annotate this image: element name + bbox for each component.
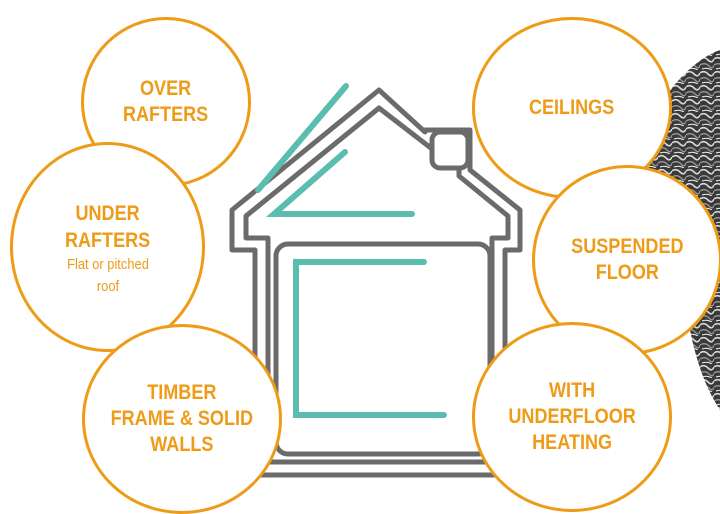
ceilings-label: CEILINGS	[529, 95, 615, 119]
under-rafters-note: Flat or pitched roof	[66, 255, 149, 296]
suspended-floor-label: SUSPENDED FLOOR	[570, 234, 684, 284]
underfloor-heating-bubble: WITH UNDERFLOOR HEATING	[472, 322, 672, 512]
timber-frame-label: TIMBER FRAME & SOLID WALLS	[110, 380, 254, 457]
underfloor-heating-label: WITH UNDERFLOOR HEATING	[508, 378, 636, 455]
under-rafters-label: UNDER RAFTERS	[64, 202, 151, 252]
timber-frame-bubble: TIMBER FRAME & SOLID WALLS	[82, 324, 282, 514]
over-rafters-label: OVER RAFTERS	[123, 76, 209, 126]
insulation-lines	[255, 83, 447, 418]
under-rafters-bubble: UNDER RAFTERS Flat or pitched roof	[10, 142, 205, 352]
